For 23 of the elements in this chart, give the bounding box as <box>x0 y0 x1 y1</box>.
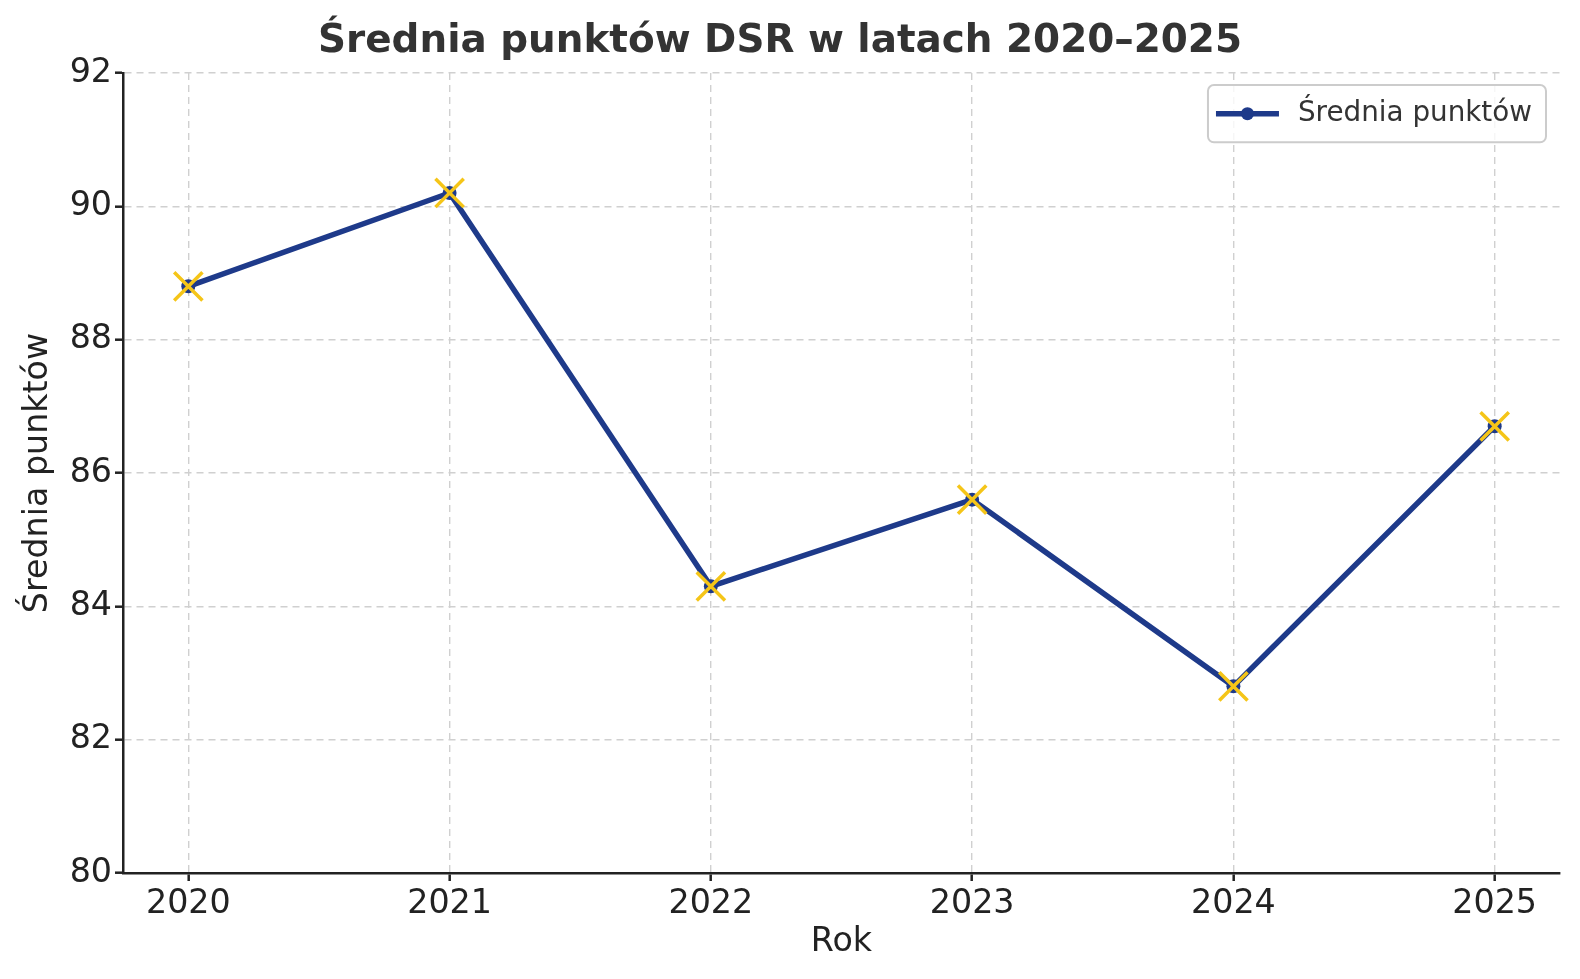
x-tick-label: 2021 <box>407 881 492 921</box>
y-tick-label: 88 <box>69 317 112 357</box>
point <box>956 483 989 516</box>
y-axis-title: Średnia punktów <box>14 332 55 614</box>
y-tick-label: 84 <box>69 583 112 623</box>
y-tick-label: 80 <box>69 850 112 890</box>
chart-title: Średnia punktów DSR w latach 2020–2025 <box>318 15 1242 62</box>
point <box>1478 410 1511 443</box>
point <box>694 570 727 603</box>
legend-label: Średnia punktów <box>1297 93 1533 128</box>
x-tick-label: 2024 <box>1191 881 1276 921</box>
x-tick-label: 2023 <box>929 881 1015 921</box>
x-tick-label: 2025 <box>1452 881 1538 921</box>
point <box>1217 670 1250 703</box>
x-tick-label: 2020 <box>145 881 231 921</box>
y-tick-label: 86 <box>69 450 112 490</box>
y-tick-label: 92 <box>69 50 112 90</box>
point <box>172 270 205 303</box>
x-axis-title: Rok <box>810 919 873 959</box>
x-tick-label: 2022 <box>668 881 754 921</box>
point <box>433 177 466 209</box>
y-tick-label: 90 <box>69 183 112 223</box>
y-tick-label: 82 <box>69 717 112 757</box>
